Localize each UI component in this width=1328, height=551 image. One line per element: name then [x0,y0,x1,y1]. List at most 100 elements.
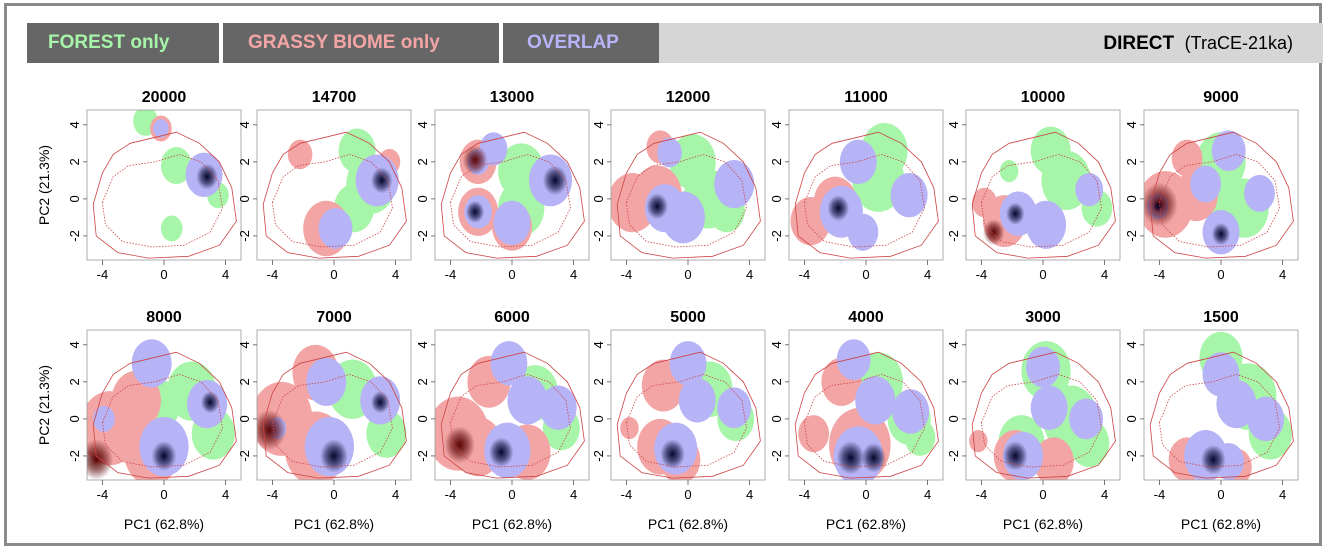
overlap-region [855,376,896,425]
y-tick-label: -2 [1124,450,1139,462]
overlap-region [1216,380,1257,429]
panel-title: 4000 [848,309,884,326]
y-tick-label: 0 [591,195,606,202]
y-tick-label: -2 [237,450,252,462]
y-tick-label: 4 [67,121,82,128]
climate-envelope-inner-contour [803,153,925,248]
climate-envelope-contour [92,351,237,479]
y-tick-label: 0 [237,195,252,202]
panel-title: 3000 [1025,309,1061,326]
legend-grassy-biome-only: GRASSY BIOME only [223,23,499,63]
climate-envelope-contour [1149,131,1294,259]
climate-envelope-inner-contour [1158,153,1280,248]
panel-title: 13000 [490,89,535,106]
y-tick-label: 4 [415,121,430,128]
legend-banner: FOREST only GRASSY BIOME only OVERLAP DI… [27,23,1323,63]
x-tick-label: 0 [160,267,167,282]
grassy-biome-region [620,417,639,440]
y-tick-label: -2 [591,450,606,462]
overlap-region [1069,398,1104,440]
panel-13000: 13000 -4 0 4 4 2 0 -2 [415,89,590,282]
grassy-biome-region [287,139,313,170]
forest-only-region [160,147,192,185]
x-tick-label: 4 [392,487,399,502]
overlap-region [892,389,930,434]
y-tick-label: 2 [1124,158,1139,165]
panel-title: 20000 [142,89,187,106]
y-tick-label: 0 [1124,195,1139,202]
overlap-density-peak [320,439,348,473]
grassy-density-peak [257,409,287,451]
panel-8000: 8000 -4 0 4 4 2 0 -2 PC1 (62.8%) PC2 (21.3%) [36,309,242,532]
y-tick-label: -2 [67,230,82,242]
overlap-region [1026,200,1067,249]
legend-direct-source: (TraCE-21ka) [1184,33,1293,53]
panel-title: 7000 [316,309,352,326]
panel-title: 14700 [312,89,357,106]
x-tick-label: -4 [267,267,279,282]
overlap-region [1030,385,1068,430]
x-tick-label: -4 [1154,487,1166,502]
figure-frame: FOREST only GRASSY BIOME only OVERLAP DI… [4,3,1323,546]
panel-title: 1500 [1203,309,1239,326]
panel-20000: 20000 -4 0 4 4 2 0 -2 PC2 (21.3%) [36,89,242,282]
panel-title: 12000 [666,89,711,106]
y-tick-label: 0 [415,195,430,202]
climate-envelope-inner-contour [980,373,1102,468]
overlap-density-peak [151,441,177,471]
grassy-density-peak [982,219,1005,246]
y-tick-label: 4 [1124,341,1139,348]
y-tick-label: 2 [769,378,784,385]
overlap-density-peak [488,437,514,468]
y-tick-label: 4 [769,341,784,348]
overlap-density-peak [370,391,390,414]
climate-envelope-contour [1149,351,1294,479]
overlap-density-peak [660,439,685,469]
y-tick-label: -2 [67,450,82,462]
forest-only-region [999,160,1019,183]
forest-only-region [160,215,183,242]
overlap-region [1247,396,1285,442]
climate-envelope-inner-contour [1158,373,1280,468]
x-tick-label: 4 [222,487,229,502]
y-tick-label: -2 [415,450,430,462]
climate-envelope-contour [794,131,939,259]
x-tick-label: 0 [508,267,515,282]
overlap-region [847,213,879,251]
climate-envelope-contour [794,351,939,479]
overlap-region [657,137,682,168]
overlap-region [1190,165,1221,203]
y-axis-label: PC2 (21.3%) [36,365,52,445]
grassy-biome-region [798,415,830,453]
y-tick-label: -2 [946,450,961,462]
x-tick-label: -4 [97,267,109,282]
y-tick-label: 2 [946,158,961,165]
legend-direct-label: DIRECT [1103,33,1175,54]
x-axis-label: PC1 (62.8%) [294,516,374,532]
x-tick-label: 0 [862,267,869,282]
climate-envelope-inner-contour [271,373,393,468]
y-tick-label: 2 [237,158,252,165]
x-tick-label: 4 [222,267,229,282]
x-tick-label: 0 [160,487,167,502]
overlap-density-peak [1006,202,1025,225]
panel-5000: 5000 -4 0 4 4 2 0 -2 PC1 (62.8%) [591,309,766,532]
overlap-density-peak [1211,222,1231,246]
x-tick-label: -4 [799,487,811,502]
x-tick-label: 0 [330,267,337,282]
y-tick-label: 4 [237,341,252,348]
x-tick-label: 0 [1217,487,1224,502]
x-tick-label: -4 [445,267,457,282]
x-tick-label: -4 [799,267,811,282]
overlap-density-peak [200,391,220,414]
legend-direct: DIRECT (TraCE-21ka) [659,23,1323,63]
y-tick-label: 0 [591,415,606,422]
climate-envelope-inner-contour [271,153,393,248]
overlap-density-peak [465,200,485,223]
y-tick-label: 0 [415,415,430,422]
x-axis-label: PC1 (62.8%) [1181,516,1261,532]
x-axis-label: PC1 (62.8%) [826,516,906,532]
y-tick-label: 2 [67,158,82,165]
y-tick-label: -2 [769,450,784,462]
